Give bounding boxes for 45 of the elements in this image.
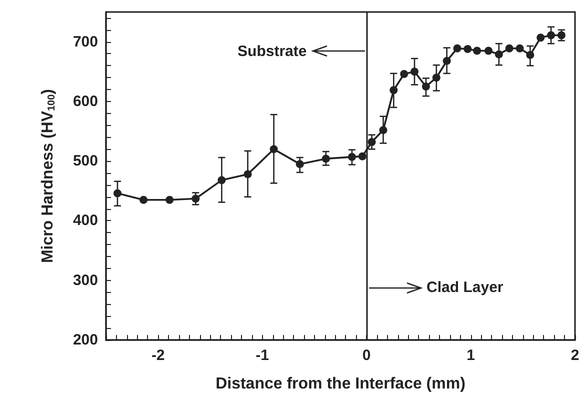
- point: [113, 189, 122, 198]
- point: [358, 152, 366, 160]
- point: [547, 31, 556, 40]
- y-tick-label: 400: [72, 212, 98, 230]
- x-tick-label: -2: [151, 347, 165, 364]
- point: [536, 34, 545, 42]
- point: [473, 46, 482, 55]
- point: [296, 160, 304, 168]
- x-axis-title: Distance from the Interface (mm): [216, 376, 466, 392]
- y-tick-label: 700: [72, 33, 98, 50]
- point: [166, 196, 174, 204]
- point: [557, 31, 566, 40]
- point: [484, 46, 492, 55]
- point: [390, 86, 398, 94]
- point: [140, 196, 148, 204]
- y-tick-label: 300: [72, 272, 98, 289]
- y-tick-label: 500: [72, 152, 98, 170]
- point: [516, 44, 524, 52]
- point: [494, 50, 503, 58]
- y-tick-label: 600: [72, 92, 98, 110]
- point: [432, 74, 440, 82]
- point: [400, 70, 408, 78]
- point: [192, 194, 200, 203]
- point: [422, 82, 430, 91]
- x-tick-label: -1: [256, 347, 270, 364]
- x-tick-label: 1: [466, 347, 475, 364]
- point: [410, 68, 418, 76]
- point: [218, 176, 226, 184]
- point: [270, 145, 278, 154]
- point: [442, 56, 451, 65]
- point: [464, 44, 472, 53]
- point: [526, 50, 534, 59]
- y-axis-title: Micro Hardness (HV100): [40, 88, 58, 264]
- x-tick-label: 2: [570, 347, 580, 364]
- annotation: Clad Layer: [426, 279, 504, 296]
- point: [453, 44, 462, 52]
- point: [379, 126, 388, 134]
- x-tick-label: 0: [362, 347, 371, 364]
- point: [348, 152, 356, 161]
- point: [505, 44, 514, 52]
- point: [322, 154, 330, 163]
- annotation: Substrate: [238, 42, 307, 60]
- point: [244, 170, 252, 178]
- point: [368, 138, 376, 146]
- y-tick-label: 200: [72, 332, 98, 348]
